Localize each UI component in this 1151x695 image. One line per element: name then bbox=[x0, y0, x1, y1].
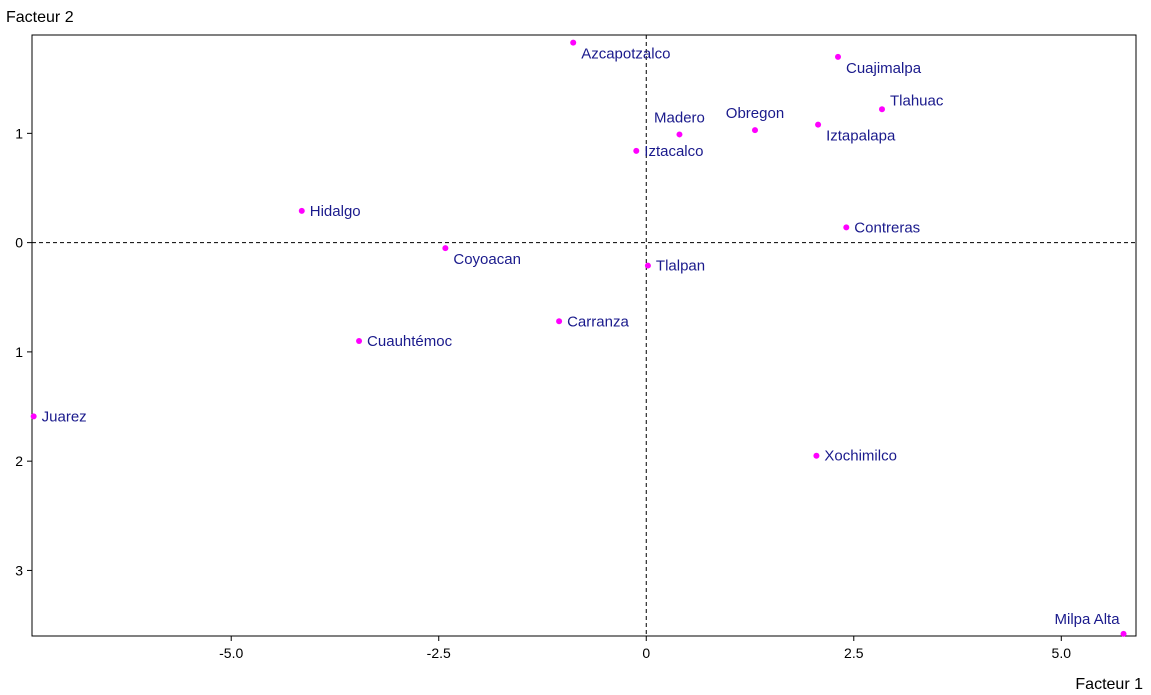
data-point-label: Azcapotzalco bbox=[581, 46, 670, 63]
data-point bbox=[1120, 630, 1127, 637]
data-point bbox=[570, 39, 577, 46]
axis-ticks: -5.0 -2.5 0 2.5 5.0 1 0 1 2 3 bbox=[15, 125, 1071, 661]
x-tick-label: 0 bbox=[642, 645, 650, 661]
y-tick-label: 1 bbox=[15, 344, 23, 360]
data-point-label: Obregon bbox=[726, 105, 784, 122]
data-point bbox=[813, 452, 820, 459]
x-tick-label: 5.0 bbox=[1052, 645, 1072, 661]
data-points: Azcapotzalco Cuajimalpa Tlahuac Madero Obreg… bbox=[30, 39, 1127, 637]
y-tick-label: 2 bbox=[15, 453, 23, 469]
data-point bbox=[815, 121, 822, 128]
x-tick-label: -5.0 bbox=[219, 645, 243, 661]
data-point bbox=[676, 131, 683, 138]
x-tick-label: -2.5 bbox=[427, 645, 451, 661]
data-point-label: Tlahuac bbox=[890, 92, 944, 109]
data-point-label: Xochimilco bbox=[824, 448, 897, 465]
data-point-label: Carranza bbox=[567, 313, 629, 330]
data-point bbox=[30, 413, 37, 420]
y-tick-label: 3 bbox=[15, 562, 23, 578]
data-point bbox=[751, 127, 758, 134]
data-point bbox=[644, 262, 651, 269]
reference-lines bbox=[32, 35, 1136, 636]
data-point bbox=[356, 337, 363, 344]
data-point bbox=[298, 207, 305, 214]
data-point-label: Iztacalco bbox=[644, 143, 703, 160]
data-point bbox=[633, 147, 640, 154]
x-axis-label: Facteur 1 bbox=[1075, 676, 1143, 693]
data-point-label: Contreras bbox=[854, 219, 920, 236]
data-point bbox=[843, 224, 850, 231]
data-point-label: Cuauhtémoc bbox=[367, 333, 453, 350]
data-point-label: Tlalpan bbox=[656, 258, 705, 275]
data-point-label: Iztapalapa bbox=[826, 128, 896, 145]
x-tick-label: 2.5 bbox=[844, 645, 864, 661]
data-point-label: Coyoacan bbox=[453, 251, 521, 268]
y-tick-label: 1 bbox=[15, 125, 23, 141]
data-point-label: Hidalgo bbox=[310, 203, 361, 220]
y-axis-label: Facteur 2 bbox=[6, 9, 74, 26]
plot-frame bbox=[31, 34, 1137, 637]
data-point-label: Cuajimalpa bbox=[846, 60, 922, 77]
data-point bbox=[442, 245, 449, 252]
data-point-label: Madero bbox=[654, 109, 705, 126]
data-point bbox=[556, 318, 563, 325]
data-point-label: Milpa Alta bbox=[1055, 611, 1121, 628]
data-point bbox=[878, 106, 885, 113]
data-point-label: Juarez bbox=[42, 408, 87, 425]
data-point bbox=[835, 53, 842, 60]
y-tick-label: 0 bbox=[15, 235, 23, 251]
